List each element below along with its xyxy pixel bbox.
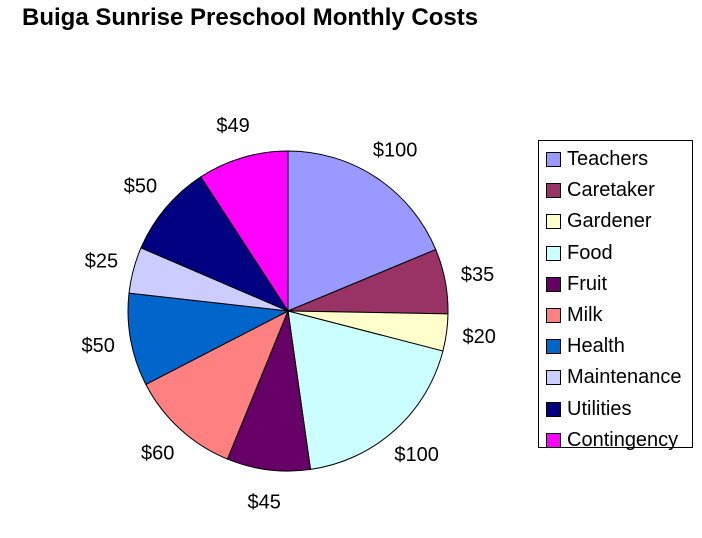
pie-slice-fruit (226, 309, 312, 472)
legend-swatch (546, 339, 561, 355)
legend-swatch (546, 214, 561, 230)
legend-item-contingency: Contingency (539, 425, 692, 456)
data-label-fruit: $45 (248, 492, 281, 514)
legend-item-teachers: Teachers (539, 144, 692, 175)
legend-label: Caretaker (567, 179, 655, 202)
legend-swatch (546, 276, 561, 292)
pie-slice-utilities (140, 176, 290, 313)
legend-swatch (546, 432, 561, 448)
pie-slice-contingency (200, 150, 289, 313)
legend-label: Food (567, 241, 613, 264)
legend-swatch (546, 401, 561, 417)
legend-swatch (546, 308, 561, 324)
data-label-contingency: $49 (216, 115, 249, 137)
legend-item-gardener: Gardener (539, 206, 692, 237)
legend-item-health: Health (539, 331, 692, 362)
data-label-milk: $60 (141, 442, 174, 464)
legend-label: Milk (567, 304, 603, 327)
data-label-teachers: $100 (373, 139, 418, 161)
pie-slice-health (127, 292, 290, 386)
pie-slice-milk (145, 309, 289, 460)
pie-slice-food (287, 310, 444, 470)
legend-item-caretaker: Caretaker (539, 175, 692, 206)
pie-data-labels: $100 $35 $20 $100 $45 $60 $50 $25 $50 $49 (82, 115, 496, 514)
legend-label: Fruit (567, 272, 607, 295)
legend-label: Health (567, 335, 625, 358)
legend-swatch (546, 370, 561, 386)
legend-label: Contingency (567, 428, 679, 451)
data-label-gardener: $20 (463, 326, 496, 348)
legend-item-maintenance: Maintenance (539, 362, 692, 393)
data-label-utilities: $50 (124, 176, 157, 198)
legend-item-utilities: Utilities (539, 394, 692, 425)
legend-swatch (546, 183, 561, 199)
data-label-caretaker: $35 (461, 264, 494, 286)
data-label-health: $50 (82, 335, 115, 357)
legend-label: Maintenance (567, 366, 682, 389)
legend-item-fruit: Fruit (539, 269, 692, 300)
legend-item-milk: Milk (539, 300, 692, 331)
legend-swatch (546, 245, 561, 261)
pie-slice-teachers (287, 150, 437, 312)
legend: Teachers Caretaker Gardener Food Fruit Milk He… (538, 140, 693, 451)
legend-label: Utilities (567, 397, 632, 420)
legend-label: Teachers (567, 148, 649, 171)
data-label-maintenance: $25 (85, 251, 118, 273)
legend-item-food: Food (539, 238, 692, 269)
chart-title: Buiga Sunrise Preschool Monthly Costs (22, 4, 479, 31)
legend-label: Gardener (567, 210, 652, 233)
legend-swatch (546, 152, 561, 168)
pie-slices (127, 150, 449, 472)
data-label-food: $100 (394, 444, 439, 466)
